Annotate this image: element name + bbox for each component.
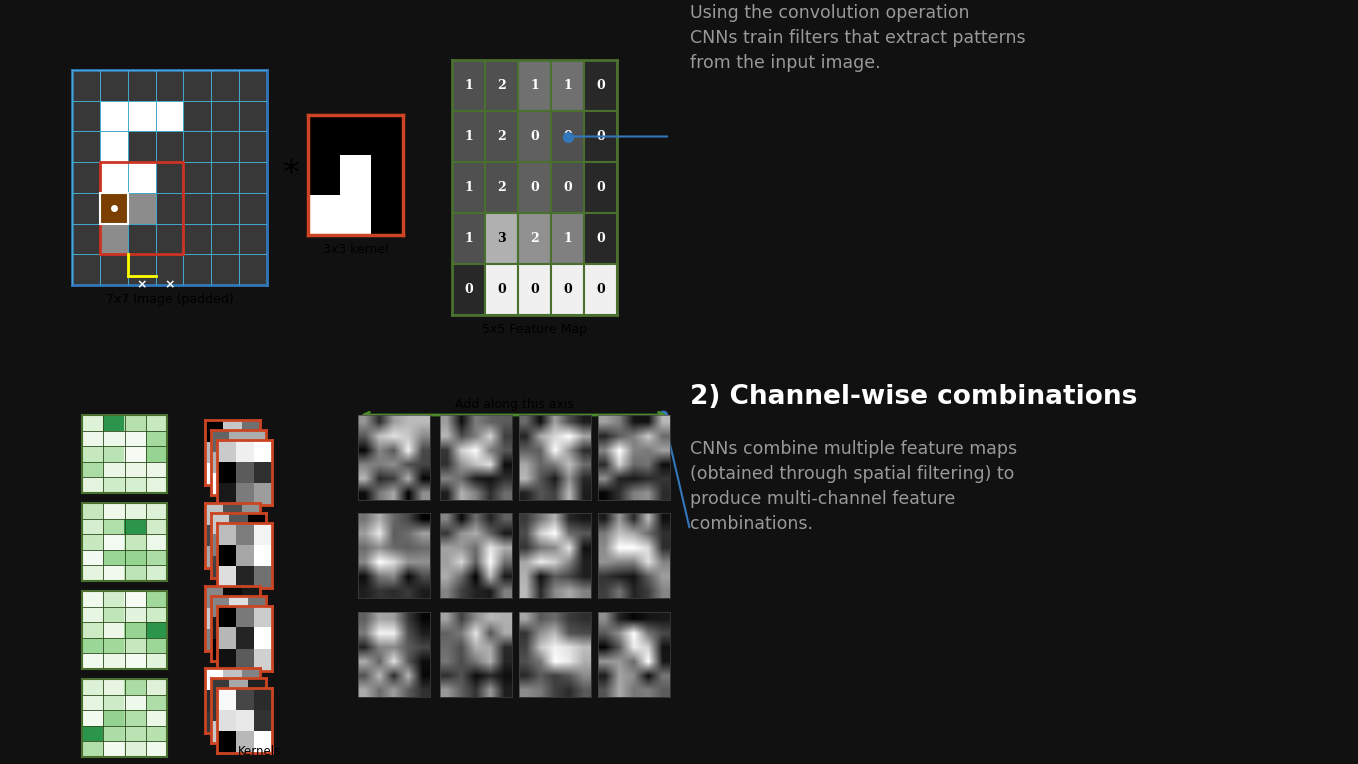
Text: 2) Channel-wise combinations: 2) Channel-wise combinations [690, 384, 1138, 410]
Text: *: * [281, 158, 299, 192]
Bar [485, 60, 517, 111]
Text: 0: 0 [564, 283, 572, 296]
Text: 7x7 Image (padded): 7x7 Image (padded) [106, 293, 234, 306]
Text: 0: 0 [596, 181, 604, 194]
Bar [100, 162, 183, 254]
Text: 0: 0 [530, 130, 539, 143]
Text: 1: 1 [530, 79, 539, 92]
Bar [551, 162, 584, 213]
Bar [551, 213, 584, 264]
Text: Using the convolution operation
CNNs train filters that extract patterns
from th: Using the convolution operation CNNs tra… [690, 4, 1025, 72]
Text: 3: 3 [497, 232, 505, 245]
Bar [452, 264, 485, 315]
Bar [517, 264, 551, 315]
Text: ×: × [136, 279, 147, 292]
Text: 2: 2 [530, 232, 539, 245]
Text: 0: 0 [464, 283, 473, 296]
Bar [452, 213, 485, 264]
Bar [517, 60, 551, 111]
Text: 0: 0 [564, 181, 572, 194]
Bar [452, 162, 485, 213]
Bar [517, 111, 551, 162]
Text: CNNs combine multiple feature maps
(obtained through spatial filtering) to
produ: CNNs combine multiple feature maps (obta… [690, 440, 1017, 533]
Text: 0: 0 [596, 79, 604, 92]
Bar [485, 213, 517, 264]
Bar [517, 162, 551, 213]
Bar [584, 213, 617, 264]
Bar [100, 193, 128, 224]
Bar [517, 213, 551, 264]
Text: 0: 0 [596, 232, 604, 245]
Text: 0: 0 [596, 130, 604, 143]
Text: 3x3 kernel: 3x3 kernel [323, 243, 388, 256]
Text: 0: 0 [497, 283, 507, 296]
Bar [452, 60, 485, 111]
Text: ×: × [164, 279, 175, 292]
Text: 1: 1 [464, 232, 473, 245]
Text: 2: 2 [497, 130, 507, 143]
Text: 1: 1 [464, 79, 473, 92]
Text: 1: 1 [464, 181, 473, 194]
Text: 5x5 Feature Map: 5x5 Feature Map [482, 322, 587, 335]
Text: Add along this axis: Add along this axis [455, 398, 573, 411]
Bar [485, 111, 517, 162]
Text: 1: 1 [564, 79, 572, 92]
Text: 2: 2 [497, 181, 507, 194]
Bar [584, 264, 617, 315]
Bar [584, 111, 617, 162]
Text: 2: 2 [497, 79, 507, 92]
Text: 0: 0 [564, 130, 572, 143]
Bar [551, 60, 584, 111]
Text: Kernels: Kernels [238, 745, 281, 758]
Bar [485, 162, 517, 213]
Text: 0: 0 [596, 283, 604, 296]
Bar [551, 264, 584, 315]
Bar [485, 264, 517, 315]
Text: 0: 0 [530, 283, 539, 296]
Text: 0: 0 [530, 181, 539, 194]
Bar [584, 60, 617, 111]
Text: 1: 1 [464, 130, 473, 143]
Bar [452, 111, 485, 162]
Text: 1: 1 [564, 232, 572, 245]
Bar [584, 162, 617, 213]
Bar [551, 111, 584, 162]
